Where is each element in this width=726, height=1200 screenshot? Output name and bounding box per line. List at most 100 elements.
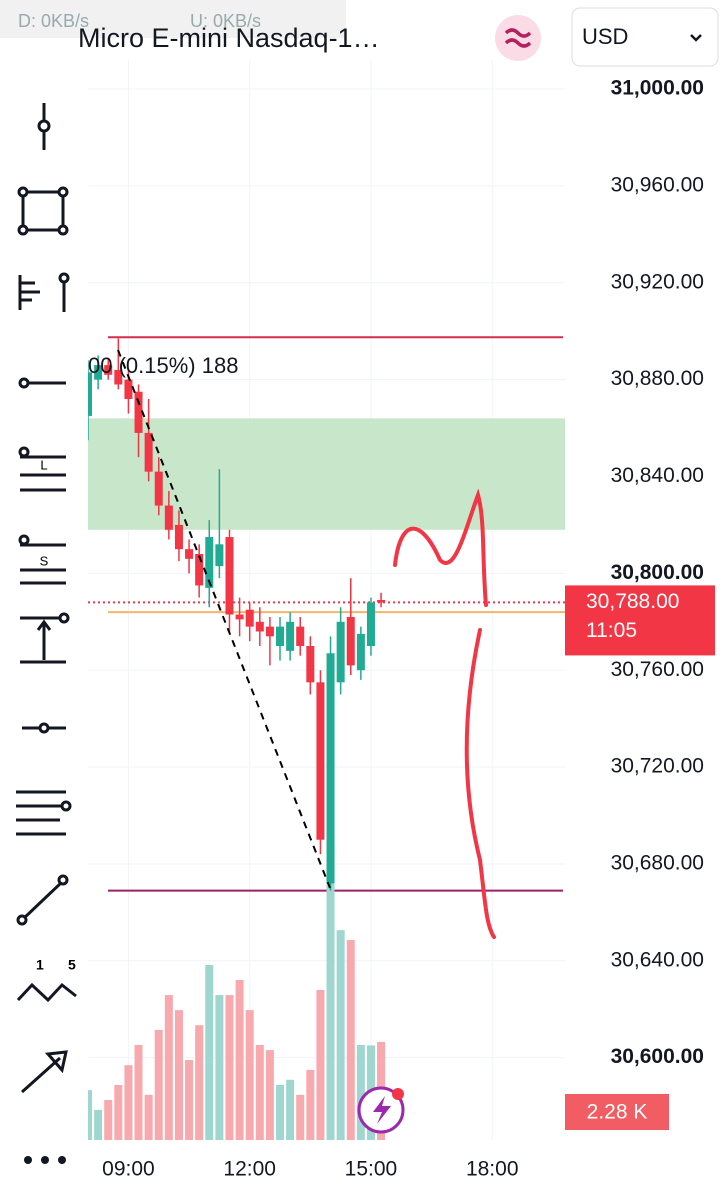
volume-bar [356, 1044, 365, 1140]
volume-bar [326, 882, 335, 1140]
volume-bar [114, 1084, 123, 1140]
candle-body [306, 646, 315, 683]
candle-body [276, 626, 285, 647]
y-tick-label: 30,640.00 [611, 948, 704, 971]
hand-drawing [393, 488, 496, 939]
candle-body [296, 626, 305, 647]
last-price-badge [565, 585, 715, 656]
candle-body [377, 600, 386, 603]
dropdown-arrow [690, 34, 702, 42]
status-overlay [0, 0, 346, 38]
candle-body [205, 537, 214, 588]
candle-body [185, 549, 194, 559]
volume-bar [154, 1029, 163, 1140]
alert-badge [392, 1088, 404, 1100]
candle-body [174, 524, 183, 550]
volume-bar [306, 1069, 315, 1140]
price-axis: 31,000.00 30,960.00 30,920.00 30,880.00 30,8… [565, 77, 715, 1130]
compare-button[interactable] [495, 15, 541, 61]
candle-body [346, 616, 355, 666]
candle-body [215, 544, 224, 567]
candle-body [134, 391, 143, 433]
x-tick-label: 15:00 [345, 1158, 398, 1181]
x-tick-label: 09:00 [102, 1158, 155, 1181]
currency-select[interactable] [571, 7, 719, 67]
y-tick-label: 30,760.00 [611, 658, 704, 681]
volume-bar [174, 1010, 183, 1140]
y-tick-label: 30,960.00 [611, 173, 704, 196]
volume-bar [296, 1094, 305, 1140]
toolbar-icons[interactable] [16, 103, 77, 1094]
volume-bar [255, 1044, 264, 1140]
volume-bar [144, 1094, 153, 1140]
compare-icon [504, 28, 532, 48]
candle-body [195, 553, 204, 586]
trend-line [117, 349, 331, 889]
volume-bar [316, 989, 325, 1140]
plot: 00 (0.15%) 188 [84, 336, 565, 1140]
candle-body [225, 537, 234, 615]
x-tick-label: 18:00 [466, 1158, 519, 1181]
candle-body [255, 621, 264, 632]
candle-body [235, 614, 244, 620]
y-tick-label: 30,880.00 [611, 367, 704, 390]
volume-bar [134, 1044, 143, 1140]
volume-label: 2.28 K [587, 1101, 648, 1124]
toolbar-icon-label: 1 [36, 957, 44, 973]
volume-bar [185, 1060, 194, 1140]
currency: USD [582, 24, 628, 49]
grid [88, 60, 565, 1140]
candle-body [356, 633, 365, 671]
last-price-label: 30,788.00 [586, 590, 679, 613]
volume-bar [336, 930, 345, 1140]
volume-bar [205, 964, 214, 1140]
volume-bar [164, 995, 173, 1140]
x-tick-label: 12:00 [223, 1158, 276, 1181]
candle-body [114, 369, 123, 385]
volume-bar [265, 1050, 274, 1140]
upload-speed: U: 0KB/s [190, 11, 261, 31]
candle-body [164, 505, 173, 530]
symbol-title[interactable]: Micro E-mini Nasdaq-1… [78, 23, 380, 53]
volume-bar [245, 1010, 254, 1140]
candle-body [104, 365, 113, 375]
volume-bar [104, 1100, 113, 1140]
volume-bar [124, 1065, 133, 1140]
candle-body [286, 621, 295, 651]
volume-bar [286, 1079, 295, 1140]
candle-body [336, 621, 345, 683]
candle-body [366, 602, 375, 647]
volume-bar [235, 980, 244, 1140]
volume-bar [225, 995, 234, 1140]
download-speed: D: 0KB/s [18, 11, 89, 31]
candle-body [265, 626, 274, 637]
y-tick-label: 31,000.00 [611, 77, 704, 100]
y-tick-label: 30,840.00 [611, 464, 704, 487]
more-button[interactable] [24, 1156, 66, 1164]
candle-body [326, 653, 335, 884]
candle-body [316, 682, 325, 840]
toolbar-icon-label: 5 [68, 957, 76, 973]
volume-bar [276, 1084, 285, 1140]
toolbar-icon-label: L [40, 457, 47, 472]
y-tick-label: 30,800.00 [611, 561, 704, 584]
y-tick-label: 30,600.00 [611, 1045, 704, 1068]
time-axis: 09:00 12:00 15:00 18:00 [102, 1158, 518, 1181]
toolbar-icon-label: S [40, 553, 49, 568]
measure-label: 00 (0.15%) 188 [88, 353, 238, 378]
volume-bar [195, 1025, 204, 1140]
candle-body [144, 432, 153, 472]
candle-body [245, 609, 254, 627]
y-tick-label: 30,920.00 [611, 270, 704, 293]
volume-bar [346, 940, 355, 1140]
toolbar [0, 0, 88, 1200]
candle-body [124, 379, 133, 400]
candle-body [94, 365, 103, 380]
candle-body [154, 471, 163, 506]
volume-badge [565, 1094, 669, 1130]
alert-icon [373, 1096, 391, 1124]
volume-bar [94, 1109, 103, 1140]
y-tick-label: 30,720.00 [611, 755, 704, 778]
